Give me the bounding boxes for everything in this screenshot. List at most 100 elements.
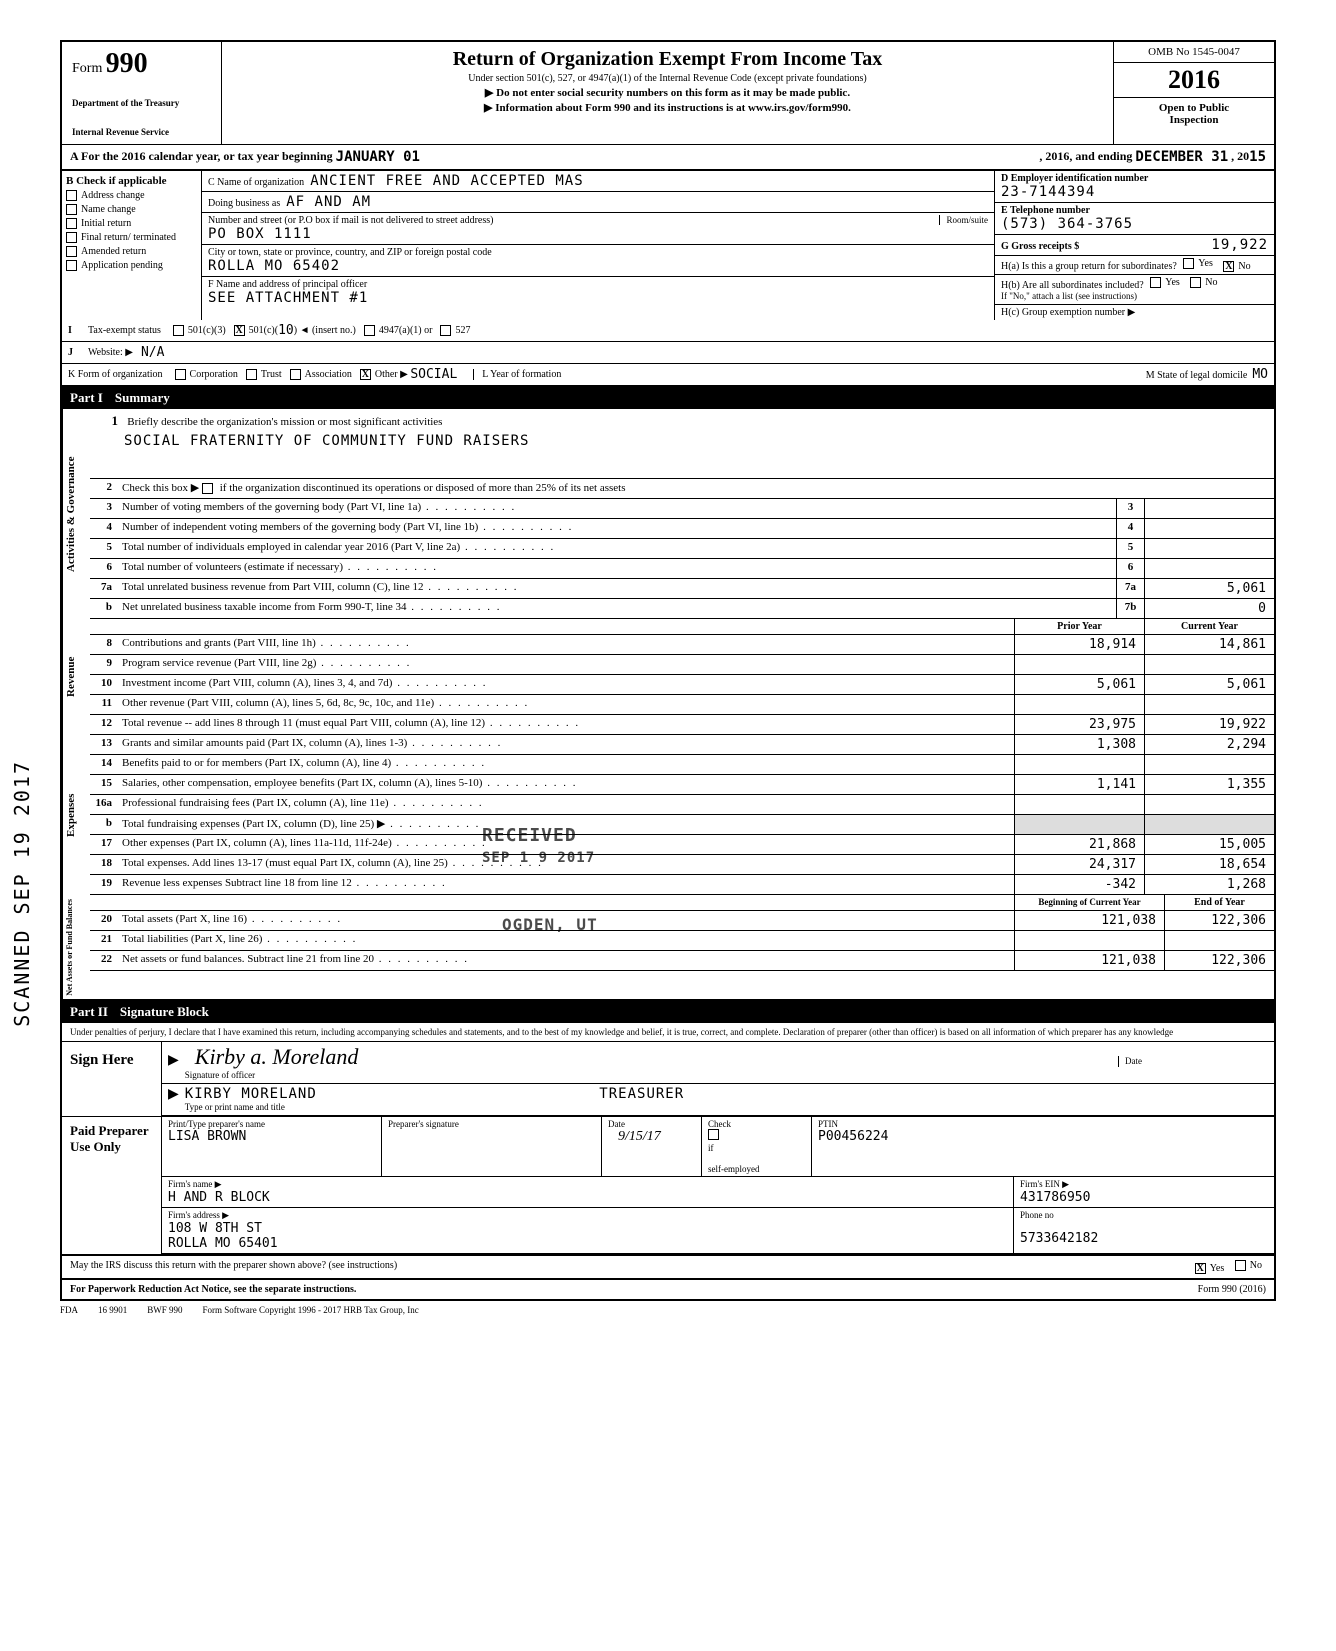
irs-no[interactable]: No <box>1235 1260 1262 1271</box>
vtab-revenue: Revenue <box>62 619 90 735</box>
firm-city-val: ROLLA MO 65401 <box>168 1236 278 1251</box>
line-22: 22Net assets or fund balances. Subtract … <box>90 951 1274 971</box>
ha-yes[interactable]: Yes <box>1183 258 1213 269</box>
d-ein-row: D Employer identification number 23-7144… <box>995 171 1274 203</box>
row-a-yr: , 20 <box>1231 149 1249 165</box>
hb-yes[interactable]: Yes <box>1150 277 1180 288</box>
k-other[interactable]: Other ▶ SOCIAL <box>360 367 457 382</box>
line-10: 10Investment income (Part VIII, column (… <box>90 675 1274 695</box>
irs-yes[interactable]: Yes <box>1195 1263 1225 1274</box>
rev-col-hdr: Prior Year Current Year <box>90 619 1274 635</box>
received-stamp: RECEIVED SEP 1 9 2017 <box>482 825 595 867</box>
firm-ein-lbl: Firm's EIN ▶ <box>1020 1179 1268 1190</box>
row-a-tax-year: A For the 2016 calendar year, or tax yea… <box>60 144 1276 171</box>
line-21: 21Total liabilities (Part X, line 26) <box>90 931 1274 951</box>
i-lbl: Tax-exempt status <box>88 325 161 336</box>
row-a-pre: A For the 2016 calendar year, or tax yea… <box>70 149 333 165</box>
c-dba-row: Doing business as AF AND AM <box>202 192 994 213</box>
i-501c[interactable]: 501(c)(10) ◄ (insert no.) <box>234 323 356 338</box>
h-b-lbl: H(b) Are all subordinates included? <box>1001 280 1144 291</box>
vtab-net: Net Assets or Fund Balances <box>62 895 90 1000</box>
l-lbl: L Year of formation <box>473 369 561 380</box>
prep-row-1: Print/Type preparer's name LISA BROWN Pr… <box>162 1117 1274 1177</box>
i-527[interactable]: 527 <box>440 325 470 336</box>
line-11: 11Other revenue (Part VIII, column (A), … <box>90 695 1274 715</box>
part-i-header: Part I Summary <box>60 387 1276 409</box>
chk-final-return[interactable]: Final return/ terminated <box>66 232 197 243</box>
m-val: MO <box>1252 367 1268 382</box>
prep-ptin-lbl: PTIN <box>818 1119 1268 1129</box>
sig-date-lbl: Date <box>1125 1056 1142 1066</box>
c-name-lbl: C Name of organization <box>208 177 304 188</box>
form-header: Form 990 Department of the Treasury Inte… <box>60 40 1276 144</box>
irs-discuss-row: May the IRS discuss this return with the… <box>60 1256 1276 1280</box>
tax-year: 2016 <box>1114 63 1274 98</box>
i-4947[interactable]: 4947(a)(1) or <box>364 325 433 336</box>
sig-officer-lbl: Signature of officer <box>185 1070 255 1080</box>
chk-initial-return[interactable]: Initial return <box>66 218 197 229</box>
part-ii-label: Part II <box>70 1004 108 1020</box>
row-k-form-org: K Form of organization Corporation Trust… <box>60 364 1276 387</box>
row-a-begin: JANUARY 01 <box>336 149 420 165</box>
h-b-row: H(b) Are all subordinates included? Yes … <box>995 275 1274 305</box>
c-dba-val: AF AND AM <box>286 194 371 210</box>
c-name-val: ANCIENT FREE AND ACCEPTED MAS <box>310 173 583 189</box>
row-i-tax-exempt: I Tax-exempt status 501(c)(3) 501(c)(10)… <box>60 320 1276 342</box>
chk-amended[interactable]: Amended return <box>66 246 197 257</box>
d-ein-lbl: D Employer identification number <box>1001 173 1148 184</box>
k-trust[interactable]: Trust <box>246 369 282 380</box>
copyright: Form Software Copyright 1996 - 2017 HRB … <box>203 1305 419 1315</box>
paperwork-row: For Paperwork Reduction Act Notice, see … <box>60 1280 1276 1301</box>
line-12: 12Total revenue -- add lines 8 through 1… <box>90 715 1274 735</box>
gov-line-3: 3Number of voting members of the governi… <box>90 499 1274 519</box>
gov-line-b: bNet unrelated business taxable income f… <box>90 599 1274 619</box>
scanned-stamp: SCANNED SEP 19 2017 <box>10 760 34 1027</box>
hdr-end: End of Year <box>1164 895 1274 910</box>
ha-no[interactable]: No <box>1223 261 1250 272</box>
chk-app-pending[interactable]: Application pending <box>66 260 197 271</box>
row-a-mid: , 2016, and ending <box>1039 149 1132 165</box>
d-ein-val: 23-7144394 <box>1001 184 1095 200</box>
title-cell: Return of Organization Exempt From Incom… <box>222 42 1114 144</box>
part-ii-title: Signature Block <box>120 1004 209 1020</box>
h-note: If "No," attach a list (see instructions… <box>1001 291 1137 301</box>
prep-self-emp-chk[interactable] <box>708 1129 719 1140</box>
governance-block: Activities & Governance 1 Briefly descri… <box>60 409 1276 619</box>
e-phone-val: (573) 364-3765 <box>1001 216 1133 232</box>
j-val: N/A <box>141 345 164 360</box>
b-checkboxes: B Check if applicable Address change Nam… <box>62 171 202 320</box>
hb-no[interactable]: No <box>1190 277 1217 288</box>
open-line2: Inspection <box>1170 114 1219 126</box>
k-assoc[interactable]: Association <box>290 369 352 380</box>
c-name-row: C Name of organization ANCIENT FREE AND … <box>202 171 994 192</box>
main-title: Return of Organization Exempt From Incom… <box>232 48 1103 71</box>
open-public: Open to Public Inspection <box>1114 98 1274 130</box>
firm-phone-val: 5733642182 <box>1020 1231 1098 1246</box>
c-street-val: PO BOX 1111 <box>208 226 312 242</box>
g-gross-val: 19,922 <box>1211 237 1268 253</box>
instr-info: Information about Form 990 and its instr… <box>232 101 1103 114</box>
h-a-row: H(a) Is this a group return for subordin… <box>995 256 1274 275</box>
line-18: 18Total expenses. Add lines 13-17 (must … <box>90 855 1274 875</box>
b-hdr: B Check if applicable <box>66 175 197 187</box>
officer-name-row: ▶ KIRBY MORELAND TREASURER Type or print… <box>162 1084 1274 1116</box>
prep-name-val: LISA BROWN <box>168 1129 246 1144</box>
mission-block: 1 Briefly describe the organization's mi… <box>90 409 1274 479</box>
form-ref: Form 990 (2016) <box>1198 1284 1266 1295</box>
line-2-chk[interactable] <box>202 483 213 494</box>
sig-intro: Under penalties of perjury, I declare th… <box>62 1023 1274 1042</box>
chk-address-change[interactable]: Address change <box>66 190 197 201</box>
bwf: BWF 990 <box>147 1305 182 1315</box>
c-dba-lbl: Doing business as <box>208 198 280 209</box>
k-corp[interactable]: Corporation <box>175 369 238 380</box>
gov-line-6: 6Total number of volunteers (estimate if… <box>90 559 1274 579</box>
e-phone-row: E Telephone number (573) 364-3765 <box>995 203 1274 235</box>
h-c-lbl: H(c) Group exemption number ▶ <box>1001 307 1135 318</box>
i-501c3[interactable]: 501(c)(3) <box>173 325 226 336</box>
m-lbl: M State of legal domicile <box>1146 370 1248 381</box>
fda: FDA <box>60 1305 78 1315</box>
row-a-yrval: 15 <box>1249 149 1266 165</box>
prep-row-2: Firm's name ▶ H AND R BLOCK Firm's EIN ▶… <box>162 1177 1274 1208</box>
firm-phone-lbl: Phone no <box>1020 1210 1268 1220</box>
chk-name-change[interactable]: Name change <box>66 204 197 215</box>
